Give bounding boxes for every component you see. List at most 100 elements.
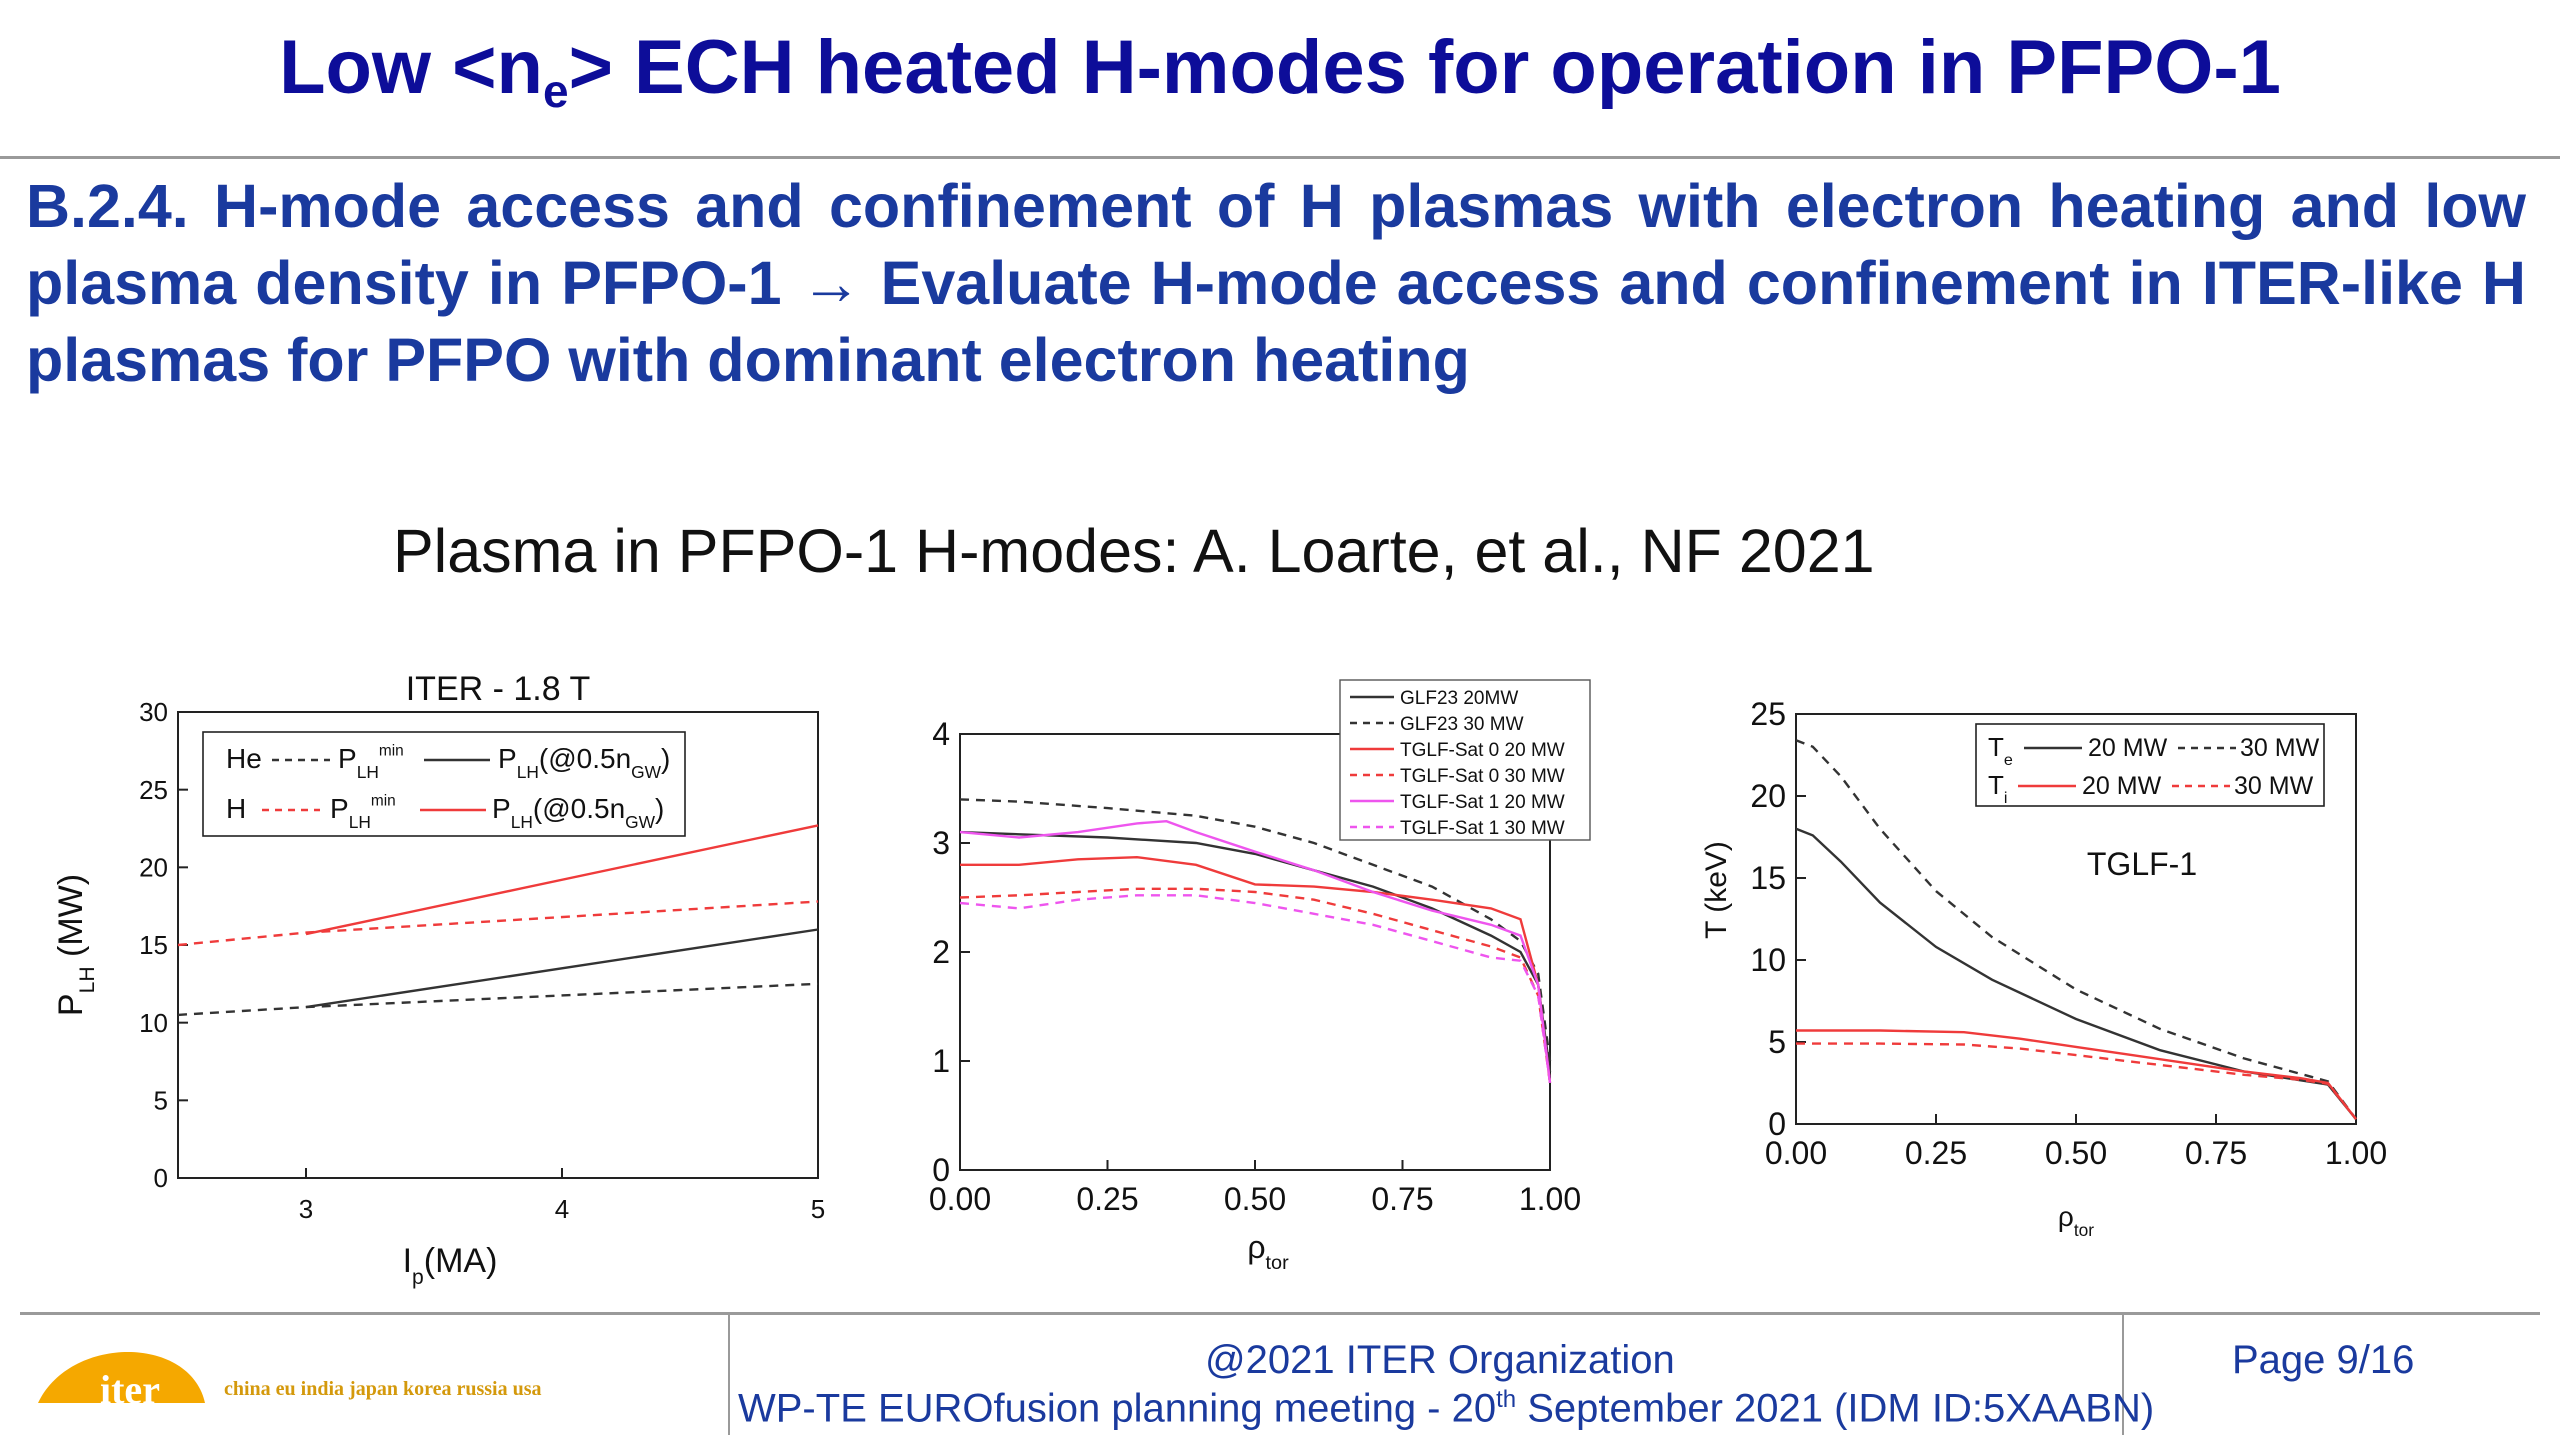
chart3-series-3 <box>1796 1042 2357 1120</box>
label-part: P <box>338 743 357 774</box>
legend-ti30-label: 30 MW <box>2234 772 2314 800</box>
chart2-series-4 <box>959 819 1552 1083</box>
x-tick-label: 0.25 <box>1905 1135 1967 1171</box>
label-part: tor <box>2074 1220 2094 1240</box>
label-part: ρ <box>2058 1201 2074 1232</box>
chart3-y-axis-label: T (keV) <box>1700 841 1733 939</box>
chart3-series-1 <box>1795 739 2357 1120</box>
label-part: ) <box>655 793 664 824</box>
chart1-series-1 <box>305 928 819 1009</box>
chart2-x-axis-label: ρtor <box>1247 1229 1289 1274</box>
chart2-series-5 <box>959 894 1552 1083</box>
chart2-legend <box>1339 679 1591 841</box>
x-tick-label: 0.00 <box>929 1181 991 1217</box>
label-part: ρ <box>1247 1229 1265 1265</box>
legend-te-label: Te <box>1988 732 2013 769</box>
legend-h-gw-label: PLH(@0.5nGW) <box>492 793 664 832</box>
x-tick-label: 5 <box>811 1194 825 1224</box>
chart1-title: ITER - 1.8 T <box>406 670 591 708</box>
legend-h-min-label: PLHmin <box>330 792 396 831</box>
label-part: P <box>498 743 517 774</box>
legend-te30-label: 30 MW <box>2240 734 2320 762</box>
iter-logo: iter <box>38 1352 205 1412</box>
title-divider <box>0 156 2560 159</box>
y-tick-label: 2 <box>932 934 950 970</box>
x-tick-label: 0.00 <box>1765 1135 1827 1171</box>
y-tick-label: 0 <box>932 1152 950 1188</box>
y-tick-label: 5 <box>1768 1024 1786 1060</box>
label-part: LH <box>517 762 539 782</box>
legend-entry-1: GLF23 30 MW <box>1400 714 1524 735</box>
title-subscript: e <box>542 65 569 117</box>
x-tick-label: 4 <box>555 1194 569 1224</box>
chart1-series-2 <box>177 900 819 947</box>
partner-countries: china eu india japan korea russia usa <box>224 1378 542 1400</box>
legend-entry-5: TGLF-Sat 1 30 MW <box>1400 818 1565 839</box>
chart1-series-3 <box>305 824 819 936</box>
legend-row1-species: He <box>226 743 262 774</box>
y-tick-label: 0 <box>1768 1106 1786 1142</box>
chart1-legend <box>202 731 686 837</box>
legend-he-gw-label: PLH(@0.5nGW) <box>498 743 670 782</box>
label-part: (@0.5n <box>539 743 631 774</box>
y-tick-label: 20 <box>139 852 168 882</box>
label-part: min <box>371 792 396 809</box>
label-part: GW <box>631 762 662 782</box>
y-tick-label: 25 <box>1750 696 1786 732</box>
y-tick-label: 15 <box>139 930 168 960</box>
legend-te20-label: 20 MW <box>2088 734 2168 762</box>
chart3-annotation: TGLF-1 <box>2087 846 2197 882</box>
footer-copyright: @2021 ITER Organization <box>1205 1338 1675 1382</box>
chart2-series-2 <box>960 855 1552 1083</box>
legend-entry-2: TGLF-Sat 0 20 MW <box>1400 740 1565 761</box>
label-part: T <box>1988 732 2004 762</box>
x-tick-label: 0.50 <box>2045 1135 2107 1171</box>
footer-divider <box>20 1312 2540 1315</box>
title-pre: Low <n <box>279 25 543 110</box>
y-tick-label: 0 <box>154 1163 168 1193</box>
label-part: min <box>379 742 404 759</box>
meeting-text-post: September 2021 (IDM ID:5XAABN) <box>1516 1386 2155 1431</box>
y-tick-label: 1 <box>932 1043 950 1079</box>
y-tick-label: 3 <box>932 825 950 861</box>
figure-caption: Plasma in PFPO-1 H-modes: A. Loarte, et … <box>393 517 1875 585</box>
legend-entry-4: TGLF-Sat 1 20 MW <box>1400 792 1565 813</box>
legend-ti20-label: 20 MW <box>2082 772 2162 800</box>
page-number: Page 9/16 <box>2232 1338 2415 1382</box>
title-post: > ECH heated H-modes for operation in PF… <box>568 25 2281 110</box>
chart1-series-0 <box>177 982 819 1017</box>
chart3-x-axis-label: ρtor <box>2058 1201 2094 1240</box>
label-part: LH <box>511 812 533 832</box>
chart3-series-2 <box>1796 1029 2357 1120</box>
label-part: p <box>412 1266 424 1289</box>
y-tick-label: 10 <box>1750 942 1786 978</box>
y-tick-label: 30 <box>139 697 168 727</box>
x-tick-label: 0.25 <box>1076 1181 1138 1217</box>
section-subheading: B.2.4. H-mode access and confinement of … <box>26 172 2526 394</box>
x-tick-label: 0.50 <box>1224 1181 1286 1217</box>
y-tick-label: 10 <box>139 1008 168 1038</box>
chart3-legend <box>1975 723 2325 807</box>
y-tick-label: 20 <box>1750 778 1786 814</box>
footer-meeting: WP-TE EUROfusion planning meeting - 20th… <box>738 1386 2154 1431</box>
iter-logo-sun <box>38 1352 205 1403</box>
label-part: LH <box>357 762 379 782</box>
label-part: GW <box>625 812 656 832</box>
x-tick-label: 0.75 <box>2185 1135 2247 1171</box>
label-part: T <box>1988 770 2004 800</box>
iter-logo-word: iter <box>100 1367 160 1412</box>
legend-row2-species: H <box>226 793 246 824</box>
label-part: e <box>2004 751 2013 769</box>
label-part: P <box>330 793 349 824</box>
chart1-y-axis-label: PLH (MW) <box>52 874 99 1016</box>
label-part: (MW) <box>52 874 90 967</box>
legend-entry-0: GLF23 20MW <box>1400 688 1518 709</box>
footer-divider-right <box>2122 1315 2124 1435</box>
x-tick-label: 1.00 <box>2325 1135 2387 1171</box>
y-tick-label: 25 <box>139 775 168 805</box>
y-tick-label: 4 <box>932 716 950 752</box>
chart1-x-axis-label: Ip(MA) <box>403 1242 498 1289</box>
label-part: tor <box>1266 1252 1290 1274</box>
legend-ti-label: Ti <box>1988 770 2007 807</box>
